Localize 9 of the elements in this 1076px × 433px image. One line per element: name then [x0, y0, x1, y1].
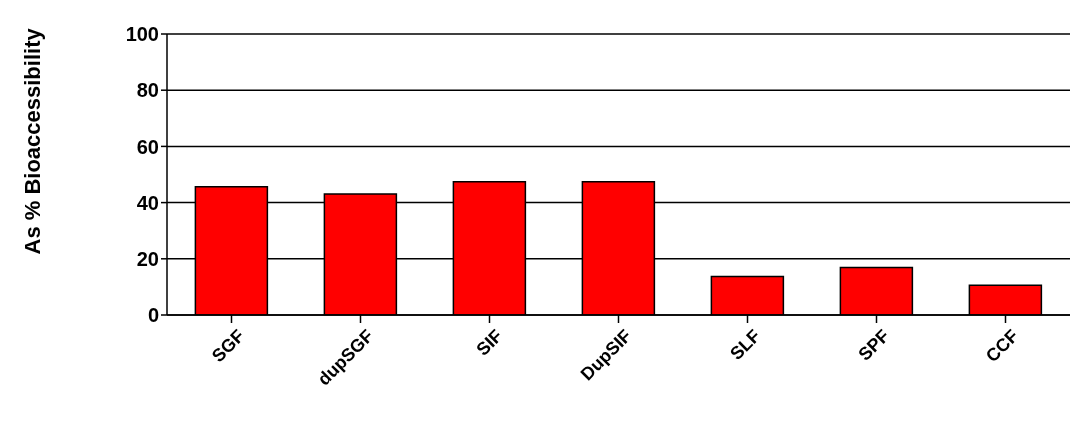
- x-tick-label: SIF: [472, 325, 507, 360]
- y-axis-title: As % Bioaccessibility: [19, 27, 45, 255]
- y-tick-label: 100: [125, 23, 159, 46]
- y-tick-label: 80: [136, 79, 159, 102]
- y-tick-label: 60: [136, 135, 159, 158]
- x-tick-label: SLF: [726, 325, 765, 364]
- y-tick-label: 20: [136, 247, 159, 270]
- y-tick-label: 0: [147, 304, 159, 327]
- y-tick-label: 40: [136, 191, 159, 214]
